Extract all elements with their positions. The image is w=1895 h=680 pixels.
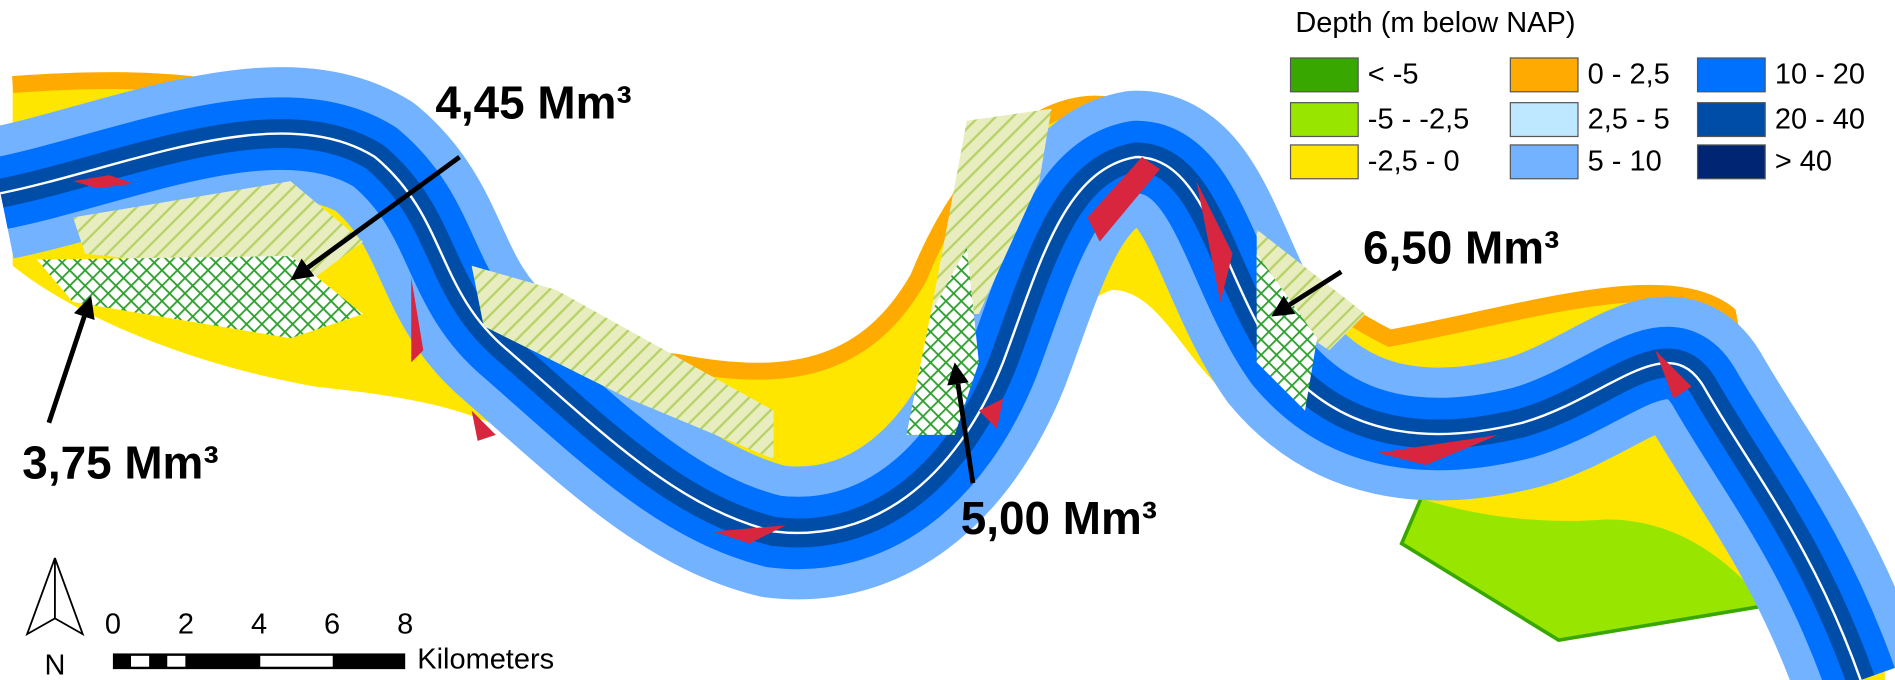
- scale-tick-label: 2: [178, 608, 194, 640]
- legend-label: 2,5 - 5: [1588, 103, 1670, 135]
- north-arrow: N: [27, 558, 83, 680]
- scale-tick-label: 0: [105, 608, 121, 640]
- scale-unit: Kilometers: [417, 643, 554, 675]
- legend-swatch: [1291, 103, 1359, 137]
- map: Depth (m below NAP) < -5 -5 - -2,5 -2,5 - …: [0, 0, 1895, 680]
- legend-label: 20 - 40: [1775, 103, 1865, 135]
- annotation-arrow: [49, 317, 84, 423]
- legend-swatch: [1291, 145, 1359, 179]
- legend-swatch: [1510, 103, 1578, 137]
- legend-label: 10 - 20: [1775, 59, 1865, 91]
- legend-swatch: [1510, 58, 1578, 92]
- north-label: N: [44, 649, 65, 680]
- legend-swatch: [1698, 145, 1766, 179]
- legend-label: -5 - -2,5: [1368, 103, 1469, 135]
- scale-tick-label: 4: [251, 608, 267, 640]
- legend-swatch: [1698, 58, 1766, 92]
- legend-label: 0 - 2,5: [1588, 59, 1670, 91]
- legend-title: Depth (m below NAP): [1295, 7, 1575, 39]
- scale-bar: Kilometers 0 2 4 6 8: [105, 608, 554, 675]
- legend-label: < -5: [1368, 59, 1419, 91]
- scale-tick-label: 6: [324, 608, 340, 640]
- legend-label: > 40: [1775, 146, 1832, 178]
- annotation-label: 6,50 Mm³: [1363, 221, 1559, 273]
- legend-swatch: [1698, 103, 1766, 137]
- annotation-label: 3,75 Mm³: [22, 436, 218, 488]
- legend: Depth (m below NAP) < -5 -5 - -2,5 -2,5 - …: [1291, 7, 1866, 179]
- annotation-label: 5,00 Mm³: [961, 492, 1157, 544]
- annotation-label: 4,45 Mm³: [435, 76, 631, 128]
- scale-tick-label: 8: [397, 608, 413, 640]
- legend-swatch: [1510, 145, 1578, 179]
- legend-label: 5 - 10: [1588, 146, 1662, 178]
- legend-swatch: [1291, 58, 1359, 92]
- legend-label: -2,5 - 0: [1368, 146, 1460, 178]
